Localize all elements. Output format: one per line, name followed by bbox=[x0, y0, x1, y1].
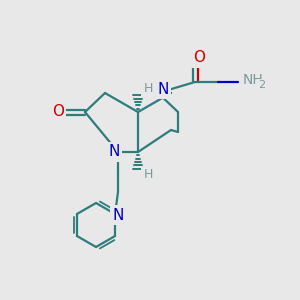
Text: N: N bbox=[157, 82, 169, 97]
Text: N: N bbox=[112, 208, 124, 223]
Text: 2: 2 bbox=[258, 80, 265, 90]
Text: H: H bbox=[143, 82, 153, 95]
Text: NH: NH bbox=[243, 73, 264, 87]
Text: O: O bbox=[193, 50, 205, 65]
Text: H: H bbox=[143, 167, 153, 181]
Text: N: N bbox=[108, 145, 120, 160]
Text: O: O bbox=[52, 104, 64, 119]
